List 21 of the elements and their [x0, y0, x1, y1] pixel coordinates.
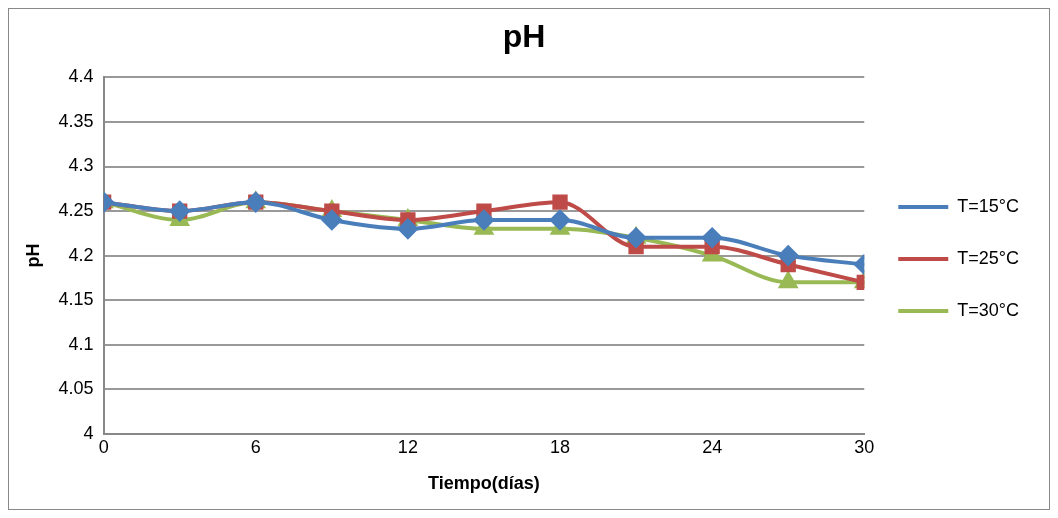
y-tick-label: 4.05 — [58, 378, 94, 399]
y-tick-label: 4.3 — [68, 155, 94, 176]
y-tick-label: 4.1 — [68, 333, 94, 354]
x-tick-label: 18 — [550, 436, 571, 457]
x-axis-title: Tiempo(días) — [428, 473, 540, 494]
chart-title: pH — [502, 18, 546, 55]
x-tick-label: 6 — [250, 436, 261, 457]
y-tick-label: 4.2 — [68, 244, 94, 265]
y-tick-label: 4.15 — [58, 289, 94, 310]
x-tick-label: 30 — [854, 436, 875, 457]
x-tick-label: 24 — [702, 436, 723, 457]
legend-label: T=25°C — [957, 247, 1020, 268]
x-tick-label: 0 — [98, 436, 109, 457]
y-tick-label: 4.4 — [68, 66, 94, 87]
x-tick-label: 12 — [397, 436, 418, 457]
y-axis-title: pH — [22, 243, 43, 268]
y-tick-label: 4.25 — [58, 200, 94, 221]
legend-label: T=30°C — [957, 299, 1020, 320]
y-tick-label: 4.35 — [58, 110, 94, 131]
legend-label: T=15°C — [957, 195, 1020, 216]
y-tick-label: 4 — [83, 422, 94, 443]
